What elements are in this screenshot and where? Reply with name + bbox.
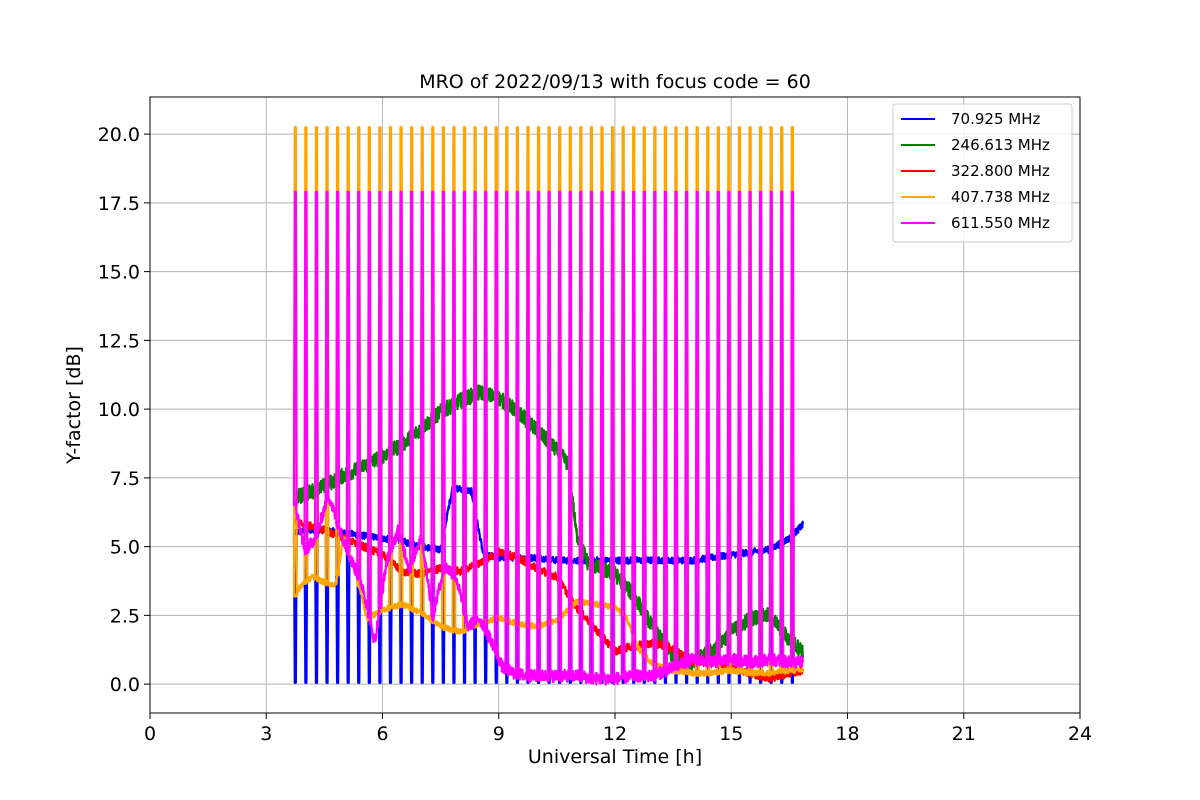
x-tick-label: 15: [719, 723, 743, 745]
legend: 70.925 MHz 246.613 MHz 322.800 MHz 407.738 …: [892, 103, 1073, 243]
y-tick-label: 20.0: [98, 124, 140, 146]
y-tick-label: 10.0: [98, 399, 140, 421]
y-axis-label: Y-factor [dB]: [63, 346, 85, 465]
x-tick-label: 3: [260, 723, 272, 745]
legend-label: 407.738 MHz: [951, 188, 1050, 206]
x-tick-label: 12: [603, 723, 627, 745]
y-tick-label: 15.0: [98, 262, 140, 284]
y-tick-label: 7.5: [110, 468, 140, 490]
x-tick-label: 24: [1068, 723, 1092, 745]
axes: 0 3 6 9 12 15 18 21 24 0.0 2.5 5.0 7.5 10.0 12.5 15.0 17…: [98, 124, 1092, 745]
y-tick-label: 17.5: [98, 193, 140, 215]
x-tick-label: 0: [144, 723, 156, 745]
x-tick-label: 9: [493, 723, 505, 745]
legend-box: [892, 103, 1073, 243]
legend-label: 322.800 MHz: [951, 162, 1050, 180]
x-axis-label: Universal Time [h]: [528, 746, 702, 768]
chart-title: MRO of 2022/09/13 with focus code = 60: [419, 71, 811, 93]
legend-label: 611.550 MHz: [951, 214, 1050, 232]
x-tick-label: 6: [376, 723, 388, 745]
x-tick-label: 21: [952, 723, 976, 745]
x-tick-label: 18: [835, 723, 859, 745]
y-tick-label: 12.5: [98, 330, 140, 352]
y-tick-label: 0.0: [110, 674, 140, 696]
plot-area: [292, 126, 805, 686]
y-tick-label: 5.0: [110, 537, 140, 559]
legend-label: 70.925 MHz: [951, 110, 1040, 128]
legend-label: 246.613 MHz: [951, 136, 1050, 154]
y-tick-label: 2.5: [110, 605, 140, 627]
series-line: [292, 190, 805, 686]
